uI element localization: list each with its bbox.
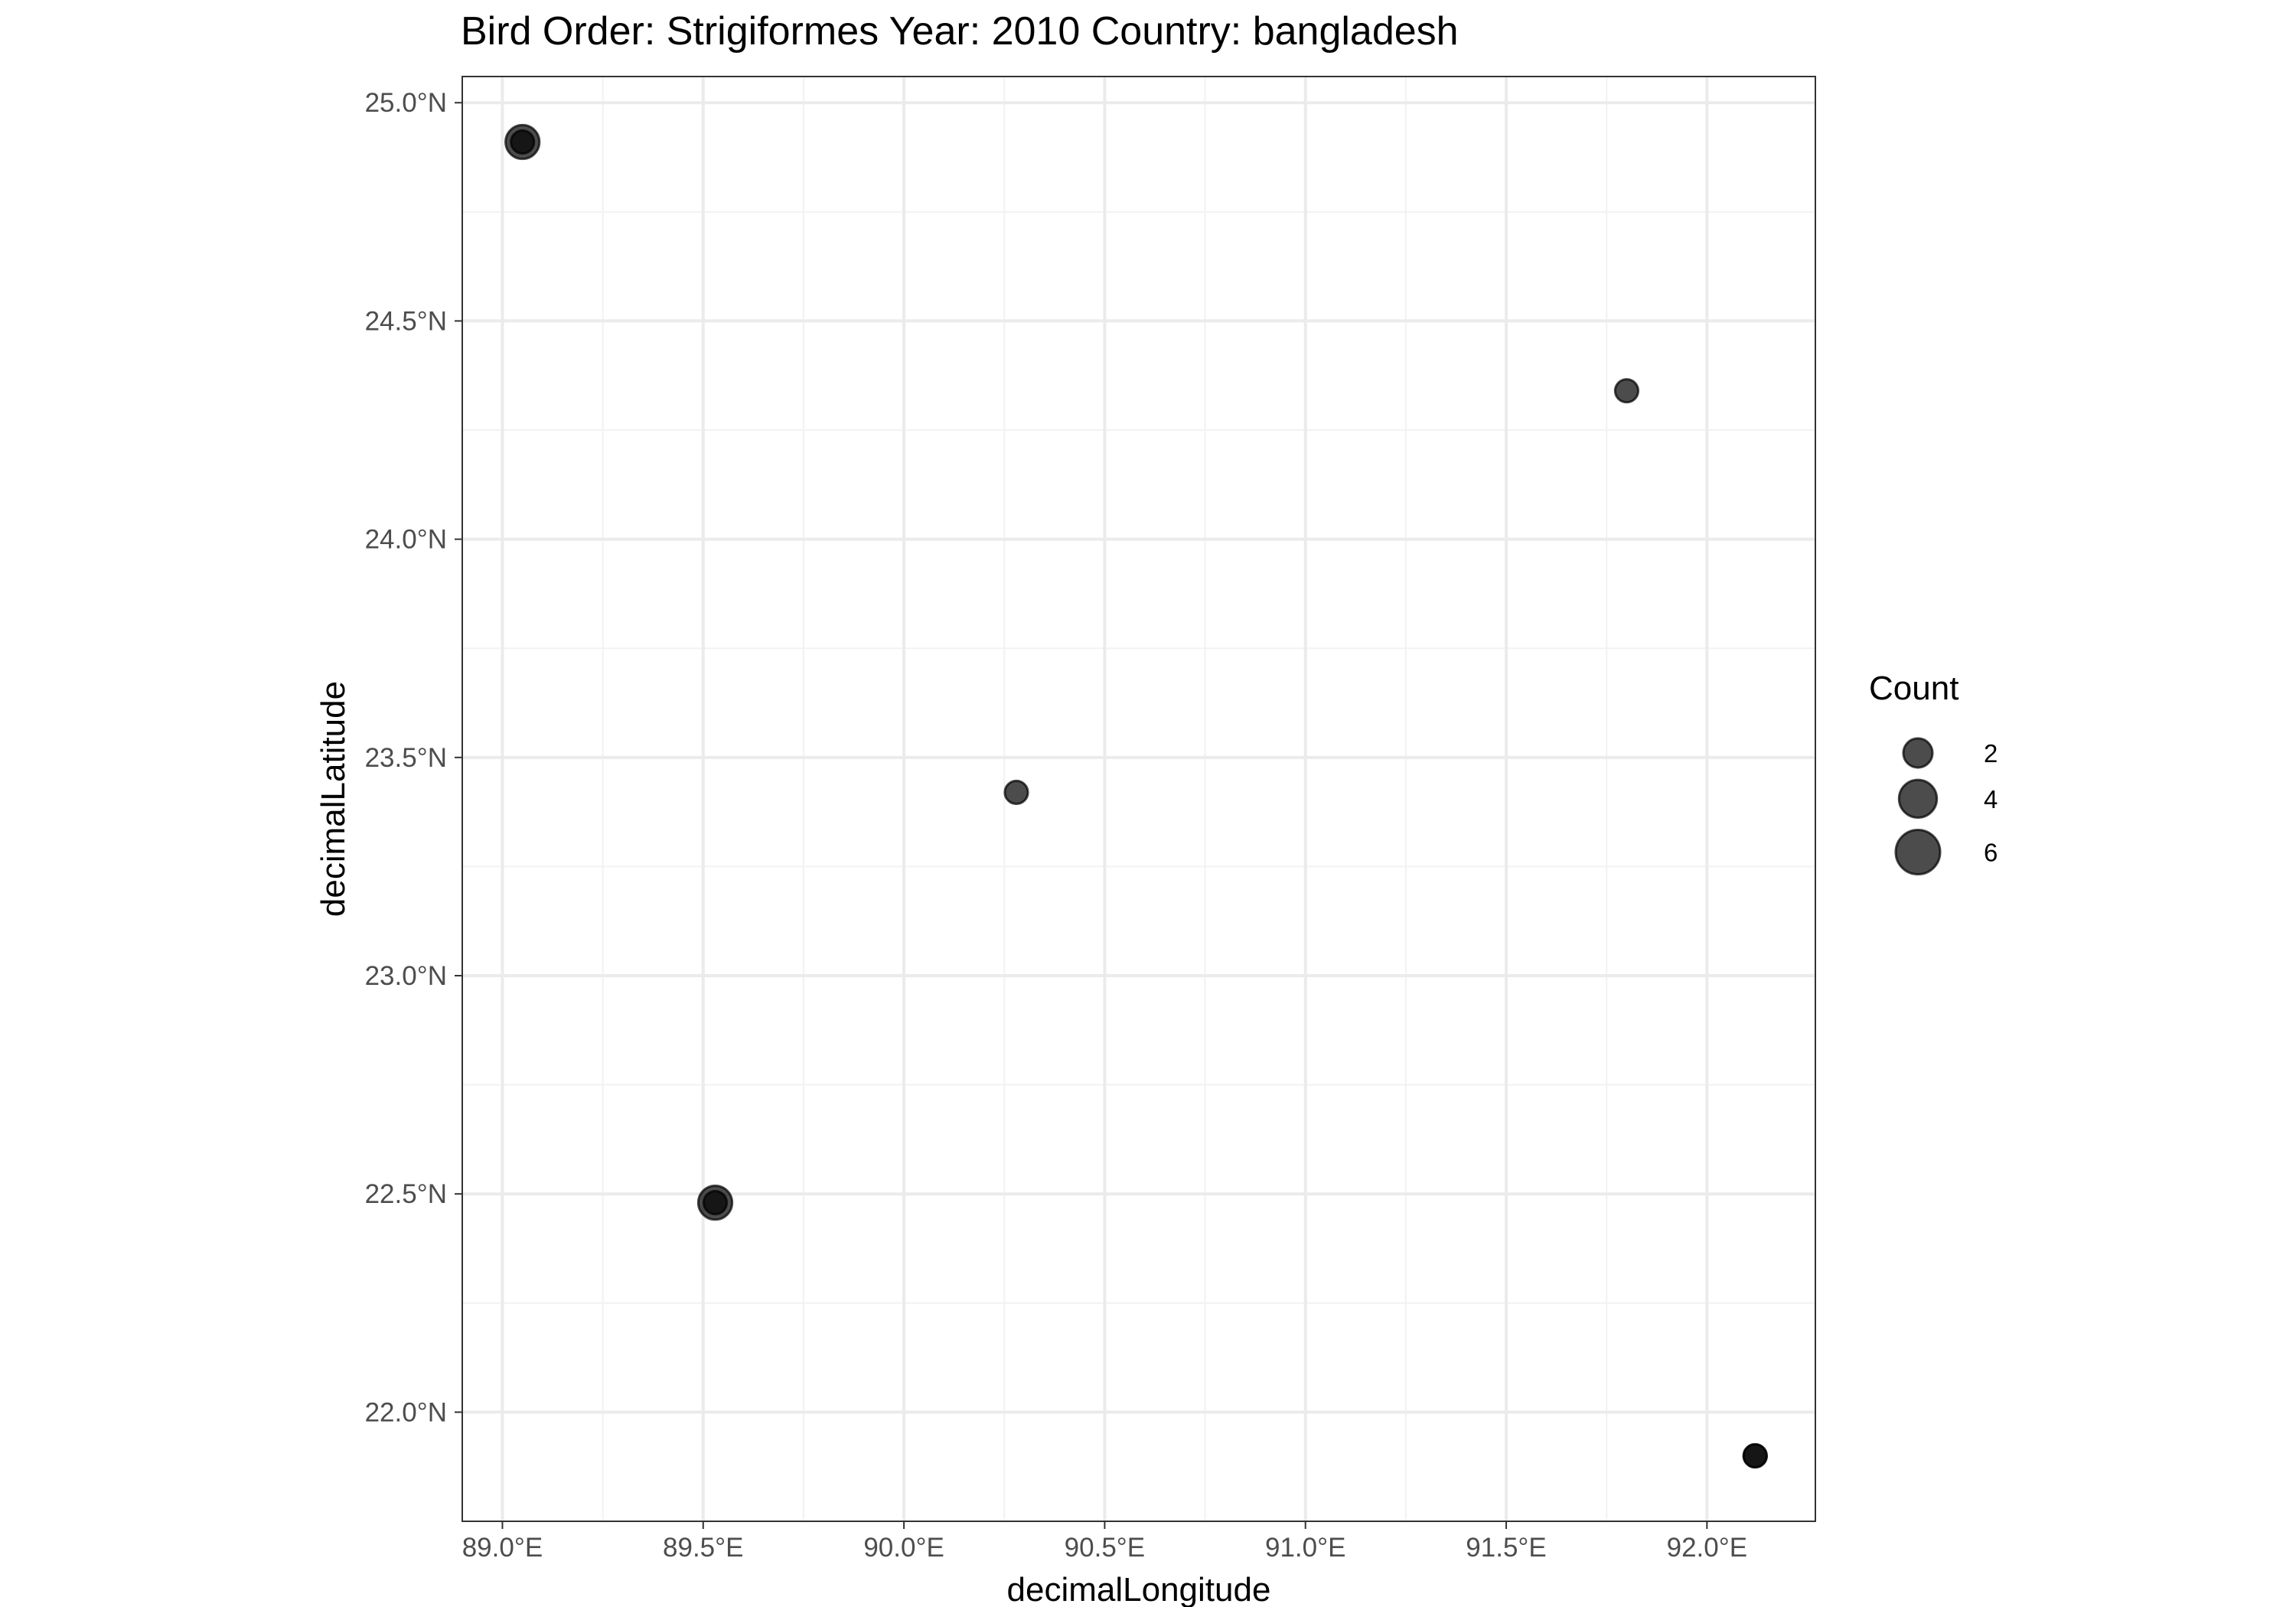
data-point xyxy=(510,129,536,155)
chart-title: Bird Order: Strigiformes Year: 2010 Coun… xyxy=(461,9,1459,54)
data-point xyxy=(702,1190,729,1216)
x-axis: 89.0°E 89.5°E 90.0°E 90.5°E 91.0°E 91.5°E 92.0… xyxy=(462,1521,1747,1563)
legend-key xyxy=(1894,828,1942,876)
y-tick-label: 23.0°N xyxy=(365,961,447,991)
data-point xyxy=(1742,1442,1768,1469)
y-tick-label: 22.5°N xyxy=(365,1179,447,1209)
legend: Count 2 4 6 xyxy=(1869,670,1998,876)
x-tick-label: 90.0°E xyxy=(863,1533,944,1563)
x-axis-title: decimalLongitude xyxy=(1007,1571,1271,1607)
x-tick-label: 89.0°E xyxy=(462,1533,543,1563)
grid-lines xyxy=(462,77,1815,1521)
y-axis-title: decimalLatitude xyxy=(315,681,352,917)
x-tick-label: 92.0°E xyxy=(1667,1533,1747,1563)
y-axis: 22.0°N 22.5°N 23.0°N 23.5°N 24.0°N 24.5°N 25.0… xyxy=(365,88,462,1427)
plot-border xyxy=(461,76,1816,1522)
legend-label: 6 xyxy=(1984,838,1998,866)
legend-label: 4 xyxy=(1984,785,1998,813)
x-tick-label: 91.0°E xyxy=(1265,1533,1345,1563)
y-tick-label: 24.0°N xyxy=(365,525,447,555)
y-tick-label: 22.0°N xyxy=(365,1397,447,1427)
data-point xyxy=(1613,378,1640,404)
legend-key xyxy=(1897,778,1939,819)
x-tick-label: 89.5°E xyxy=(663,1533,743,1563)
y-tick-label: 25.0°N xyxy=(365,88,447,118)
plot-panel xyxy=(462,77,1815,1521)
x-tick-label: 91.5°E xyxy=(1466,1533,1546,1563)
legend-key xyxy=(1902,737,1934,769)
legend-label: 2 xyxy=(1984,739,1998,768)
y-tick-label: 24.5°N xyxy=(365,306,447,336)
x-tick-label: 90.5°E xyxy=(1065,1533,1145,1563)
data-point xyxy=(1003,779,1029,806)
data-points xyxy=(504,123,1768,1469)
legend-title: Count xyxy=(1869,670,1958,707)
y-tick-label: 23.5°N xyxy=(365,743,447,773)
